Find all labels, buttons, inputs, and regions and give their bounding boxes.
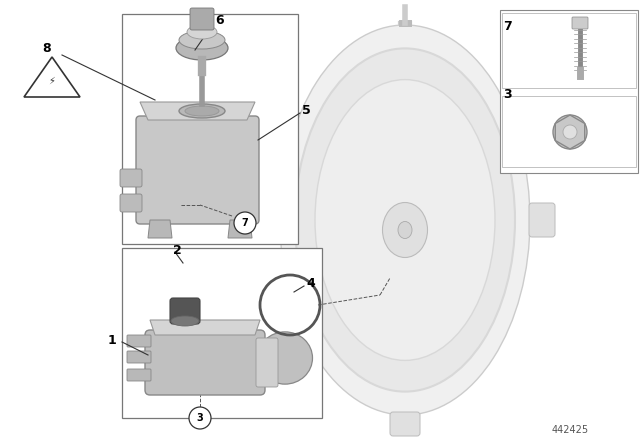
Polygon shape [24,57,80,97]
Text: 7: 7 [503,20,512,33]
Circle shape [234,212,256,234]
Text: 2: 2 [173,244,182,257]
FancyBboxPatch shape [127,335,151,347]
Bar [500,10,638,173]
Ellipse shape [315,80,495,360]
Polygon shape [140,102,255,120]
Ellipse shape [279,249,297,271]
Ellipse shape [280,25,530,415]
FancyBboxPatch shape [127,351,151,363]
Text: 4: 4 [306,276,315,289]
Text: ⚡: ⚡ [49,76,56,86]
Circle shape [189,407,211,429]
FancyBboxPatch shape [136,116,259,224]
Polygon shape [228,220,252,238]
Text: 3: 3 [503,87,511,100]
Text: 1: 1 [108,333,116,346]
Text: 6: 6 [215,13,223,26]
Ellipse shape [295,48,515,392]
Ellipse shape [171,316,199,326]
Ellipse shape [176,36,228,60]
Ellipse shape [398,221,412,238]
FancyBboxPatch shape [145,330,265,395]
Polygon shape [148,220,172,238]
Circle shape [563,125,577,139]
Ellipse shape [257,332,312,384]
FancyBboxPatch shape [572,17,588,29]
Ellipse shape [179,31,225,49]
Text: 3: 3 [196,413,204,423]
FancyBboxPatch shape [170,298,200,324]
Circle shape [553,115,587,149]
FancyBboxPatch shape [120,194,142,212]
Ellipse shape [187,25,217,39]
FancyBboxPatch shape [120,169,142,187]
Polygon shape [150,320,260,335]
Bar [122,248,322,418]
FancyBboxPatch shape [390,412,420,436]
Text: 5: 5 [302,103,311,116]
Bar [122,14,298,244]
Text: 7: 7 [242,218,248,228]
Bar [502,96,636,167]
Polygon shape [556,115,585,149]
FancyBboxPatch shape [127,369,151,381]
FancyBboxPatch shape [190,8,214,30]
FancyBboxPatch shape [529,203,555,237]
FancyBboxPatch shape [256,338,278,387]
Ellipse shape [185,106,219,116]
Ellipse shape [383,202,428,258]
Ellipse shape [179,104,225,118]
Bar [502,13,636,88]
Text: 442425: 442425 [552,425,589,435]
Text: 8: 8 [42,42,51,55]
